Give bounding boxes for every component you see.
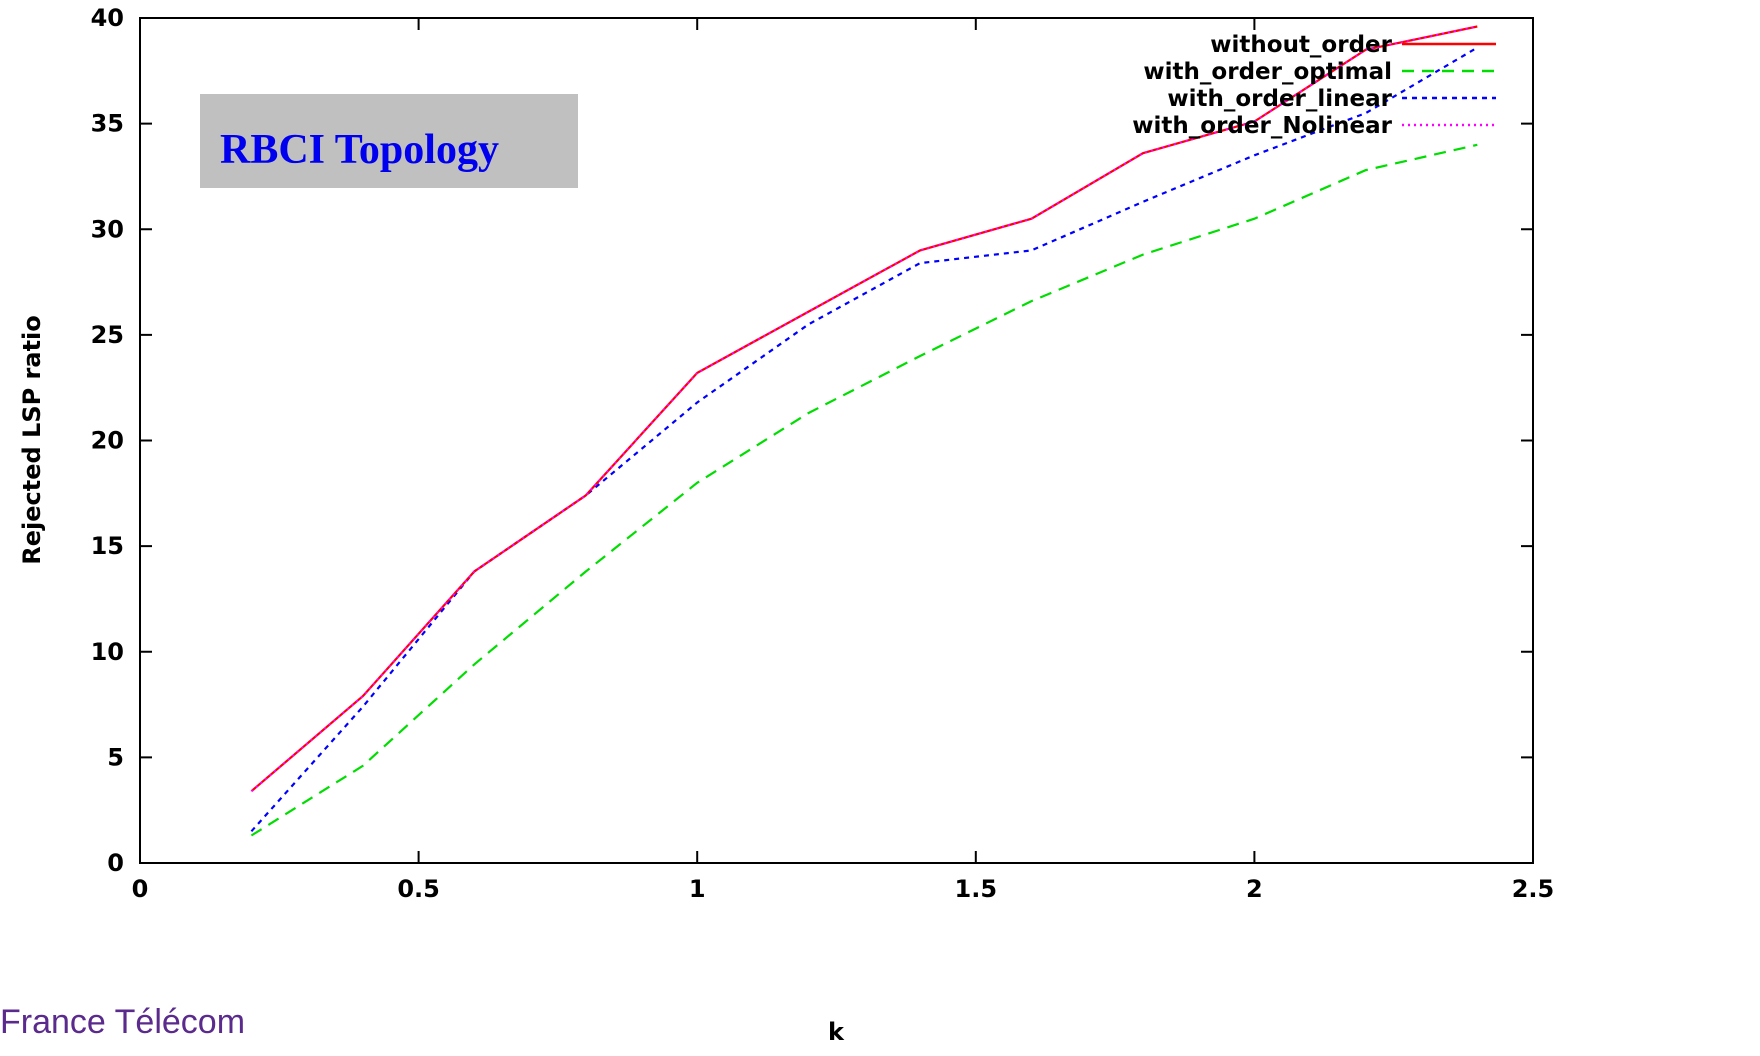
y-tick-label: 10 [91, 638, 124, 666]
footer-company-name: France Télécom [0, 1003, 246, 1041]
x-tick-label: 2.5 [1512, 875, 1555, 903]
series-lines [250, 25, 1478, 837]
y-tick-label: 30 [91, 215, 124, 243]
x-tick-label: 1 [689, 875, 706, 903]
x-tick-label: 0 [132, 875, 149, 903]
y-tick-label: 35 [91, 110, 124, 138]
series-line-with-order-optimal [250, 143, 1478, 837]
y-axis-title: Rejected LSP ratio [18, 315, 46, 565]
x-axis-title: k [828, 1018, 845, 1046]
legend-label: with_order_linear [1167, 86, 1392, 112]
legend-label: with_order_Nolinear [1132, 113, 1392, 139]
annotation-background [200, 94, 578, 188]
legend: without_orderwith_order_optimalwith_orde… [1132, 32, 1496, 139]
legend-label: without_order [1210, 32, 1392, 58]
series-line-with-order-linear [250, 46, 1478, 833]
axis-ticks: 0 0.5 1 1.5 2 2.5 0 5 10 15 20 25 30 35 40 [91, 4, 1555, 903]
annotation-box: RBCI Topology [200, 94, 578, 188]
annotation-text: RBCI Topology [220, 127, 499, 173]
x-tick-label: 2 [1246, 875, 1263, 903]
y-tick-label: 0 [107, 849, 124, 877]
x-tick-label: 1.5 [955, 875, 998, 903]
legend-label: with_order_optimal [1143, 59, 1392, 85]
y-tick-label: 40 [91, 4, 124, 32]
x-tick-label: 0.5 [397, 875, 440, 903]
y-tick-label: 15 [91, 532, 124, 560]
y-tick-label: 25 [91, 321, 124, 349]
y-tick-label: 20 [91, 427, 124, 455]
y-tick-label: 5 [107, 743, 124, 771]
series-line-with-order-nolinear [250, 25, 1478, 793]
